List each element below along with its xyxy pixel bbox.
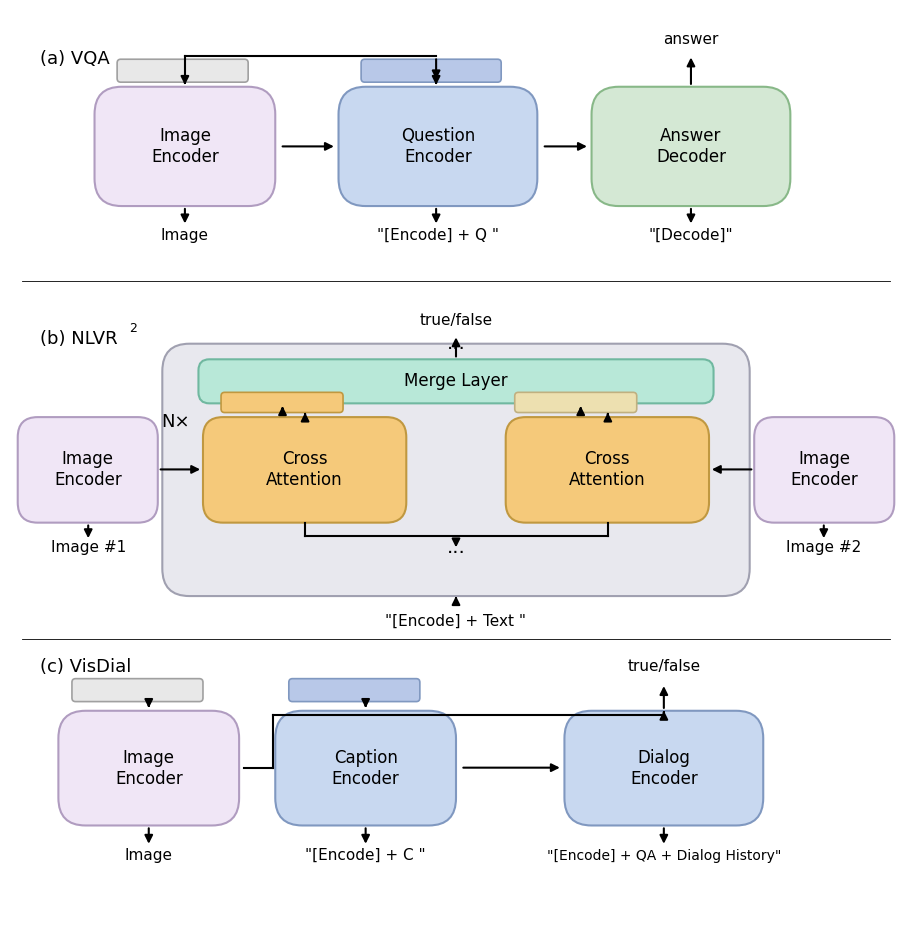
Text: Question
Encoder: Question Encoder [400, 127, 475, 166]
FancyBboxPatch shape [514, 393, 636, 412]
FancyBboxPatch shape [338, 87, 537, 206]
FancyBboxPatch shape [72, 679, 203, 702]
Text: ...: ... [446, 538, 465, 557]
FancyBboxPatch shape [199, 359, 712, 404]
Text: 2: 2 [128, 321, 137, 334]
Text: Image
Encoder: Image Encoder [54, 450, 121, 489]
FancyBboxPatch shape [289, 679, 419, 702]
Text: "[Encode] + C ": "[Encode] + C " [305, 848, 425, 863]
FancyBboxPatch shape [95, 87, 275, 206]
Text: (c) VisDial: (c) VisDial [40, 657, 131, 676]
FancyBboxPatch shape [505, 417, 708, 522]
FancyBboxPatch shape [564, 711, 763, 825]
Text: true/false: true/false [627, 659, 700, 674]
FancyBboxPatch shape [203, 417, 406, 522]
Text: Image #1: Image #1 [50, 540, 126, 555]
Text: Image
Encoder: Image Encoder [115, 749, 182, 787]
Text: "[Decode]": "[Decode]" [648, 228, 732, 243]
Text: Cross
Attention: Cross Attention [568, 450, 645, 489]
Text: Merge Layer: Merge Layer [404, 372, 507, 391]
Text: N×: N× [161, 413, 190, 431]
FancyBboxPatch shape [361, 59, 501, 82]
Text: Image: Image [125, 848, 172, 863]
FancyBboxPatch shape [220, 393, 343, 412]
Text: "[Encode] + Text ": "[Encode] + Text " [385, 613, 526, 629]
Text: Image
Encoder: Image Encoder [790, 450, 857, 489]
Text: true/false: true/false [419, 313, 492, 328]
Text: (b) NLVR: (b) NLVR [40, 330, 118, 348]
Text: Image
Encoder: Image Encoder [151, 127, 219, 166]
Text: (a) VQA: (a) VQA [40, 50, 110, 69]
Text: Dialog
Encoder: Dialog Encoder [630, 749, 697, 787]
FancyBboxPatch shape [58, 711, 239, 825]
FancyBboxPatch shape [117, 59, 248, 82]
Text: Answer
Decoder: Answer Decoder [655, 127, 725, 166]
Text: answer: answer [662, 31, 718, 46]
Text: Cross
Attention: Cross Attention [266, 450, 343, 489]
FancyBboxPatch shape [162, 344, 749, 596]
Text: "[Encode] + QA + Dialog History": "[Encode] + QA + Dialog History" [546, 849, 780, 863]
Text: Image: Image [160, 228, 209, 243]
FancyBboxPatch shape [753, 417, 894, 522]
FancyBboxPatch shape [591, 87, 790, 206]
Text: "[Encode] + Q ": "[Encode] + Q " [376, 228, 498, 243]
FancyBboxPatch shape [17, 417, 158, 522]
Text: Caption
Encoder: Caption Encoder [332, 749, 399, 787]
Text: Image #2: Image #2 [785, 540, 861, 555]
FancyBboxPatch shape [275, 711, 456, 825]
Text: ...: ... [446, 334, 465, 353]
